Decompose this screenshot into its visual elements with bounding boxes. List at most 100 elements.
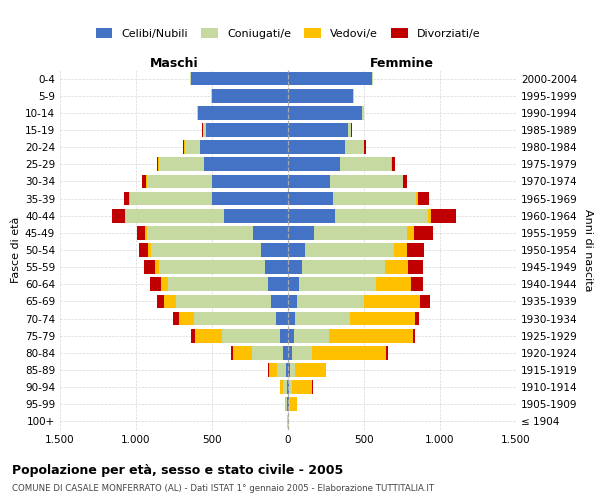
- Bar: [333, 192, 416, 205]
- Bar: [418, 192, 429, 205]
- Bar: [157, 158, 158, 171]
- Bar: [199, 106, 288, 120]
- Bar: [203, 123, 206, 137]
- Bar: [286, 363, 288, 377]
- Bar: [125, 209, 224, 222]
- Bar: [288, 278, 299, 291]
- Bar: [297, 294, 364, 308]
- Bar: [288, 329, 294, 342]
- Bar: [288, 140, 345, 154]
- Bar: [112, 209, 125, 222]
- Bar: [286, 398, 287, 411]
- Bar: [202, 123, 203, 137]
- Bar: [190, 72, 191, 86]
- Bar: [292, 380, 312, 394]
- Bar: [413, 329, 415, 342]
- Bar: [329, 329, 413, 342]
- Bar: [408, 260, 422, 274]
- Bar: [288, 89, 353, 102]
- Bar: [305, 243, 394, 257]
- Bar: [290, 363, 295, 377]
- Bar: [269, 363, 277, 377]
- Bar: [151, 243, 260, 257]
- Bar: [312, 380, 313, 394]
- Bar: [287, 380, 288, 394]
- Bar: [348, 123, 351, 137]
- Bar: [431, 209, 455, 222]
- Bar: [386, 346, 388, 360]
- Bar: [191, 72, 288, 86]
- Bar: [391, 158, 392, 171]
- Bar: [159, 158, 205, 171]
- Bar: [151, 278, 161, 291]
- Bar: [137, 226, 145, 239]
- Bar: [148, 243, 151, 257]
- Text: COMUNE DI CASALE MONFERRATO (AL) - Dati ISTAT 1° gennaio 2005 - Elaborazione TUT: COMUNE DI CASALE MONFERRATO (AL) - Dati …: [12, 484, 434, 493]
- Bar: [411, 278, 422, 291]
- Bar: [294, 329, 329, 342]
- Bar: [288, 398, 289, 411]
- Bar: [288, 226, 314, 239]
- Bar: [183, 140, 184, 154]
- Bar: [288, 243, 305, 257]
- Bar: [345, 140, 364, 154]
- Bar: [403, 174, 407, 188]
- Bar: [288, 72, 373, 86]
- Bar: [311, 346, 386, 360]
- Bar: [416, 192, 418, 205]
- Bar: [205, 158, 288, 171]
- Text: Femmine: Femmine: [370, 57, 434, 70]
- Bar: [212, 192, 288, 205]
- Bar: [364, 140, 365, 154]
- Bar: [285, 398, 286, 411]
- Text: Popolazione per età, sesso e stato civile - 2005: Popolazione per età, sesso e stato civil…: [12, 464, 343, 477]
- Y-axis label: Anni di nascita: Anni di nascita: [583, 209, 593, 291]
- Bar: [194, 312, 276, 326]
- Y-axis label: Fasce di età: Fasce di età: [11, 217, 21, 283]
- Bar: [233, 346, 252, 360]
- Bar: [302, 260, 385, 274]
- Bar: [253, 226, 288, 239]
- Bar: [362, 106, 364, 120]
- Bar: [420, 294, 430, 308]
- Bar: [194, 329, 222, 342]
- Bar: [157, 294, 164, 308]
- Bar: [168, 278, 268, 291]
- Bar: [211, 89, 212, 102]
- Bar: [288, 123, 348, 137]
- Bar: [288, 158, 340, 171]
- Bar: [179, 312, 194, 326]
- Bar: [428, 209, 431, 222]
- Bar: [142, 174, 146, 188]
- Bar: [161, 278, 168, 291]
- Bar: [277, 363, 286, 377]
- Bar: [292, 346, 311, 360]
- Text: Maschi: Maschi: [149, 57, 199, 70]
- Bar: [130, 192, 212, 205]
- Bar: [139, 243, 148, 257]
- Bar: [260, 243, 288, 257]
- Bar: [268, 363, 269, 377]
- Bar: [289, 398, 290, 411]
- Bar: [299, 278, 376, 291]
- Bar: [288, 192, 333, 205]
- Bar: [191, 329, 194, 342]
- Bar: [212, 89, 288, 102]
- Bar: [288, 106, 362, 120]
- Bar: [268, 278, 288, 291]
- Bar: [414, 226, 433, 239]
- Bar: [280, 380, 283, 394]
- Bar: [364, 294, 420, 308]
- Bar: [351, 123, 352, 137]
- Bar: [271, 294, 288, 308]
- Bar: [232, 346, 233, 360]
- Bar: [407, 243, 424, 257]
- Bar: [288, 174, 330, 188]
- Bar: [252, 346, 283, 360]
- Bar: [335, 209, 428, 222]
- Bar: [173, 312, 179, 326]
- Bar: [176, 294, 271, 308]
- Bar: [224, 209, 288, 222]
- Bar: [407, 226, 414, 239]
- Bar: [222, 329, 280, 342]
